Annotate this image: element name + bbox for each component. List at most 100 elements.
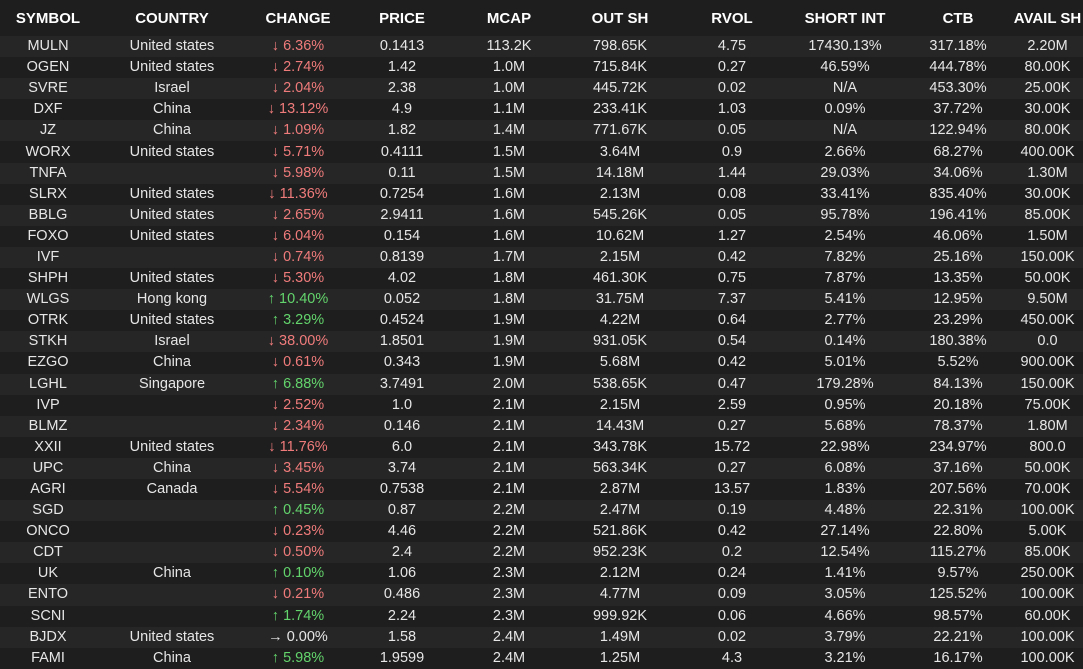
table-row[interactable]: SVRE Israel ↓ 2.04% 2.38 1.0M 445.72K 0.02 N/A 4… <box>0 78 1083 100</box>
header-symbol[interactable]: SYMBOL <box>0 0 96 36</box>
cell-country: China <box>96 120 248 142</box>
table-row[interactable]: ONCO ↓ 0.23% 4.46 2.2M 521.86K 0.42 27.14% 22.8… <box>0 521 1083 543</box>
table-row[interactable]: MULN United states ↓ 6.36% 0.1413 113.2K 798.… <box>0 36 1083 58</box>
cell-rvol: 15.72 <box>678 436 786 458</box>
cell-symbol[interactable]: SCNI <box>0 605 96 627</box>
table-row[interactable]: IVP ↓ 2.52% 1.0 2.1M 2.15M 2.59 0.95% 20.18% 75.… <box>0 394 1083 416</box>
cell-symbol[interactable]: SGD <box>0 500 96 522</box>
cell-mcap: 1.4M <box>456 120 562 142</box>
header-mcap[interactable]: MCAP <box>456 0 562 36</box>
table-row[interactable]: JZ China ↓ 1.09% 1.82 1.4M 771.67K 0.05 N/A 122.… <box>0 120 1083 142</box>
cell-change: ↓ 0.61% <box>248 352 348 374</box>
cell-symbol[interactable]: ENTO <box>0 584 96 606</box>
cell-short-int: 95.78% <box>786 204 904 226</box>
table-row[interactable]: FOXO United states ↓ 6.04% 0.154 1.6M 10.62M 1… <box>0 225 1083 247</box>
cell-symbol[interactable]: JZ <box>0 120 96 142</box>
table-row[interactable]: BLMZ ↓ 2.34% 0.146 2.1M 14.43M 0.27 5.68% 78.37… <box>0 415 1083 437</box>
table-row[interactable]: STKH Israel ↓ 38.00% 1.8501 1.9M 931.05K 0.54 0… <box>0 331 1083 353</box>
header-rvol[interactable]: RVOL <box>678 0 786 36</box>
cell-short-int: 1.83% <box>786 478 904 501</box>
table-row[interactable]: AGRI Canada ↓ 5.54% 0.7538 2.1M 2.87M 13.57 1.8… <box>0 478 1083 501</box>
cell-symbol[interactable]: WORX <box>0 141 96 163</box>
cell-avail-sh: 50.00K <box>1012 268 1083 290</box>
cell-short-int: 4.48% <box>786 500 904 522</box>
cell-out-sh: 2.15M <box>562 246 678 269</box>
cell-avail-sh: 75.00K <box>1012 394 1083 416</box>
cell-mcap: 1.8M <box>456 289 562 311</box>
cell-short-int: 7.82% <box>786 246 904 269</box>
header-change[interactable]: CHANGE <box>248 0 348 36</box>
cell-ctb: 68.27% <box>904 141 1012 163</box>
cell-change: ↓ 2.34% <box>248 415 348 437</box>
cell-change: → 0.00% <box>248 626 348 648</box>
table-row[interactable]: BJDX United states → 0.00% 1.58 2.4M 1.49M 0.0… <box>0 626 1083 648</box>
cell-symbol[interactable]: SVRE <box>0 78 96 100</box>
cell-symbol[interactable]: UPC <box>0 457 96 479</box>
cell-rvol: 0.02 <box>678 626 786 648</box>
table-row[interactable]: UK China ↑ 0.10% 1.06 2.3M 2.12M 0.24 1.41% 9.57… <box>0 563 1083 585</box>
table-row[interactable]: OTRK United states ↑ 3.29% 0.4524 1.9M 4.22M 0… <box>0 310 1083 332</box>
cell-avail-sh: 1.80M <box>1012 415 1083 437</box>
cell-symbol[interactable]: STKH <box>0 331 96 353</box>
table-row[interactable]: SHPH United states ↓ 5.30% 4.02 1.8M 461.30K 0… <box>0 268 1083 290</box>
cell-ctb: 444.78% <box>904 57 1012 79</box>
table-row[interactable]: UPC China ↓ 3.45% 3.74 2.1M 563.34K 0.27 6.08% 3… <box>0 457 1083 479</box>
cell-change: ↓ 2.52% <box>248 394 348 416</box>
cell-symbol[interactable]: SHPH <box>0 268 96 290</box>
cell-symbol[interactable]: BBLG <box>0 204 96 226</box>
header-out-sh[interactable]: OUT SH <box>562 0 678 36</box>
header-ctb[interactable]: CTB <box>904 0 1012 36</box>
cell-ctb: 46.06% <box>904 225 1012 247</box>
header-short-int[interactable]: SHORT INT <box>786 0 904 36</box>
table-row[interactable]: ENTO ↓ 0.21% 0.486 2.3M 4.77M 0.09 3.05% 125.52… <box>0 584 1083 606</box>
cell-avail-sh: 60.00K <box>1012 605 1083 627</box>
table-row[interactable]: SGD ↑ 0.45% 0.87 2.2M 2.47M 0.19 4.48% 22.31% 10… <box>0 500 1083 522</box>
cell-symbol[interactable]: IVF <box>0 246 96 269</box>
cell-symbol[interactable]: SLRX <box>0 183 96 205</box>
cell-avail-sh: 85.00K <box>1012 542 1083 564</box>
table-row[interactable]: SLRX United states ↓ 11.36% 0.7254 1.6M 2.13M… <box>0 183 1083 205</box>
cell-symbol[interactable]: BLMZ <box>0 415 96 437</box>
cell-symbol[interactable]: TNFA <box>0 162 96 184</box>
cell-symbol[interactable]: LGHL <box>0 373 96 395</box>
table-row[interactable]: LGHL Singapore ↑ 6.88% 3.7491 2.0M 538.65K 0.4… <box>0 373 1083 395</box>
table-row[interactable]: XXII United states ↓ 11.76% 6.0 2.1M 343.78K 1… <box>0 436 1083 458</box>
cell-price: 0.87 <box>348 500 456 522</box>
table-row[interactable]: WORX United states ↓ 5.71% 0.4111 1.5M 3.64M 0… <box>0 141 1083 163</box>
header-price[interactable]: PRICE <box>348 0 456 36</box>
cell-symbol[interactable]: MULN <box>0 36 96 58</box>
cell-symbol[interactable]: DXF <box>0 99 96 121</box>
table-row[interactable]: EZGO China ↓ 0.61% 0.343 1.9M 5.68M 0.42 5.01% 5… <box>0 352 1083 374</box>
table-row[interactable]: FAMI China ↑ 5.98% 1.9599 2.4M 1.25M 4.3 3.21% 1… <box>0 647 1083 669</box>
cell-symbol[interactable]: AGRI <box>0 478 96 501</box>
cell-change: ↓ 0.74% <box>248 246 348 269</box>
cell-symbol[interactable]: WLGS <box>0 289 96 311</box>
cell-short-int: 0.95% <box>786 394 904 416</box>
table-row[interactable]: IVF ↓ 0.74% 0.8139 1.7M 2.15M 0.42 7.82% 25.16%… <box>0 246 1083 269</box>
cell-symbol[interactable]: OGEN <box>0 57 96 79</box>
cell-country: United states <box>96 57 248 79</box>
table-row[interactable]: DXF China ↓ 13.12% 4.9 1.1M 233.41K 1.03 0.09% 3… <box>0 99 1083 121</box>
cell-symbol[interactable]: BJDX <box>0 626 96 648</box>
cell-out-sh: 521.86K <box>562 521 678 543</box>
cell-mcap: 2.1M <box>456 457 562 479</box>
table-row[interactable]: OGEN United states ↓ 2.74% 1.42 1.0M 715.84K 0… <box>0 57 1083 79</box>
cell-symbol[interactable]: XXII <box>0 436 96 458</box>
cell-symbol[interactable]: OTRK <box>0 310 96 332</box>
cell-change: ↓ 5.54% <box>248 478 348 501</box>
table-row[interactable]: TNFA ↓ 5.98% 0.11 1.5M 14.18M 1.44 29.03% 34.06… <box>0 162 1083 184</box>
table-row[interactable]: WLGS Hong kong ↑ 10.40% 0.052 1.8M 31.75M 7.37… <box>0 289 1083 311</box>
cell-symbol[interactable]: IVP <box>0 394 96 416</box>
cell-symbol[interactable]: EZGO <box>0 352 96 374</box>
cell-symbol[interactable]: FAMI <box>0 647 96 669</box>
header-country[interactable]: COUNTRY <box>96 0 248 36</box>
cell-symbol[interactable]: CDT <box>0 542 96 564</box>
table-row[interactable]: SCNI ↑ 1.74% 2.24 2.3M 999.92K 0.06 4.66% 98.57… <box>0 605 1083 627</box>
cell-avail-sh: 250.00K <box>1012 563 1083 585</box>
table-row[interactable]: BBLG United states ↓ 2.65% 2.9411 1.6M 545.26… <box>0 204 1083 226</box>
cell-symbol[interactable]: UK <box>0 563 96 585</box>
header-avail-sh[interactable]: AVAIL SH <box>1012 0 1083 36</box>
table-row[interactable]: CDT ↓ 0.50% 2.4 2.2M 952.23K 0.2 12.54% 115.27%… <box>0 542 1083 564</box>
cell-symbol[interactable]: ONCO <box>0 521 96 543</box>
cell-symbol[interactable]: FOXO <box>0 225 96 247</box>
